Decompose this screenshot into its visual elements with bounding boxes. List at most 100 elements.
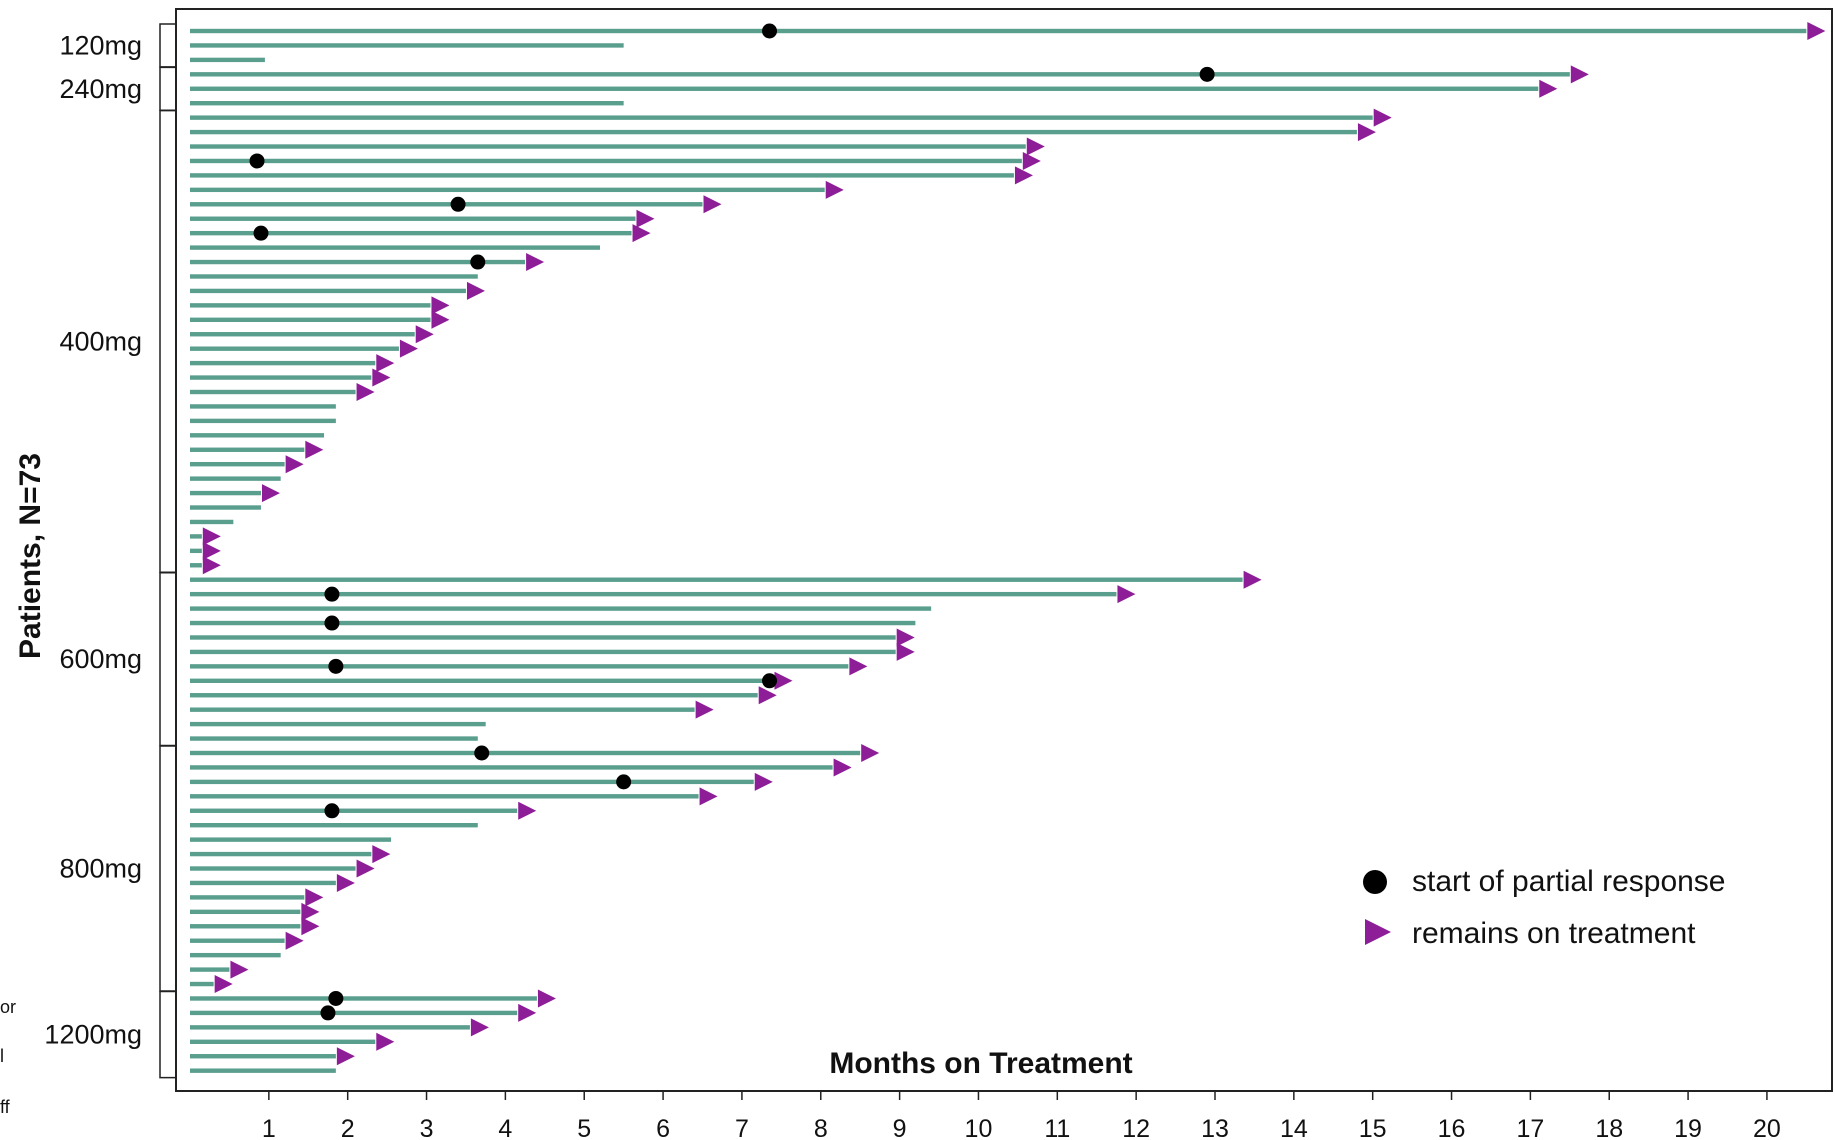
response-dot — [470, 254, 486, 270]
patient-bar — [190, 360, 376, 366]
ongoing-triangle — [202, 556, 221, 575]
patient-bar — [190, 158, 1022, 164]
patient-bar — [190, 433, 325, 438]
patient-bar — [190, 43, 624, 48]
patient-bar — [190, 1054, 336, 1059]
x-tick-label: 17 — [1516, 1115, 1544, 1140]
patient-bar — [190, 202, 703, 207]
patient-bar — [190, 462, 285, 467]
patient-bar — [190, 591, 1117, 597]
ongoing-triangle — [1026, 137, 1045, 156]
group-bracket — [159, 990, 176, 1079]
ongoing-triangle — [1357, 123, 1376, 142]
patient-bar — [190, 866, 356, 871]
dose-group-brackets: 120mg 240mg 400mg 600mg 800mg 1200mg — [44, 23, 176, 1079]
x-tick-label: 3 — [420, 1115, 434, 1140]
patient-bar — [190, 28, 1807, 34]
response-dot — [762, 23, 778, 39]
cropped-text-fragment: l — [0, 1046, 4, 1066]
patient-bar — [190, 259, 526, 265]
response-dot — [253, 225, 269, 241]
group-label: 800mg — [59, 854, 142, 884]
ongoing-triangle — [470, 1018, 489, 1037]
ongoing-triangle — [356, 859, 375, 878]
response-dot — [249, 153, 265, 169]
ongoing-triangle — [431, 296, 450, 315]
ongoing-triangle — [1570, 65, 1589, 84]
patient-bar — [190, 144, 1026, 149]
patient-bar — [190, 678, 774, 683]
ongoing-triangle — [518, 801, 537, 820]
patient-bar — [190, 173, 1014, 178]
patient-bar — [190, 851, 372, 857]
group-label: 600mg — [59, 644, 142, 674]
legend-ongoing-label: remains on treatment — [1412, 917, 1696, 950]
x-tick-label: 14 — [1280, 1115, 1308, 1140]
patient-bar — [190, 519, 234, 525]
ongoing-triangle — [336, 1047, 355, 1066]
patient-bar — [190, 505, 261, 510]
group-bracket — [159, 109, 176, 574]
ongoing-triangle — [202, 527, 221, 546]
ongoing-triangle — [537, 989, 556, 1008]
ongoing-triangle — [1807, 22, 1826, 40]
group-label: 240mg — [59, 74, 142, 104]
patient-bar — [190, 606, 932, 611]
patient-bar — [190, 447, 305, 452]
response-dot — [616, 774, 632, 790]
ongoing-triangle — [896, 642, 915, 661]
patient-bar — [190, 664, 849, 669]
patient-bar — [190, 230, 632, 236]
x-tick-label: 20 — [1753, 1115, 1781, 1140]
ongoing-triangle — [1243, 570, 1262, 589]
patient-bar — [190, 1025, 470, 1030]
patient-bar — [190, 72, 1570, 77]
x-tick-label: 10 — [965, 1115, 993, 1140]
cropped-text-fragment: or — [0, 997, 16, 1017]
ongoing-triangle — [336, 873, 355, 892]
patient-bar — [190, 808, 518, 813]
response-dot — [324, 803, 340, 819]
patient-bar — [190, 216, 636, 221]
response-dot — [474, 745, 490, 761]
ongoing-triangle — [896, 628, 915, 647]
patient-bar — [190, 332, 415, 337]
ongoing-triangle — [230, 960, 249, 979]
patient-bar — [190, 721, 486, 727]
ongoing-triangle — [1014, 166, 1033, 185]
ongoing-triangle — [214, 975, 233, 994]
x-tick-label: 13 — [1201, 1115, 1229, 1140]
patient-bar — [190, 823, 478, 828]
legend-response-marker — [1363, 870, 1387, 894]
x-tick-label: 15 — [1359, 1115, 1387, 1140]
y-axis-title: Patients, N=73 — [14, 453, 47, 659]
group-label: 400mg — [59, 326, 142, 356]
patient-bar — [190, 288, 466, 294]
patient-bar — [190, 404, 336, 409]
patient-bar — [190, 187, 825, 193]
group-bracket — [159, 66, 176, 111]
patient-bar — [190, 1010, 518, 1016]
patient-bar — [190, 563, 202, 568]
patient-bar — [190, 924, 301, 929]
cropped-text-fragment: ff — [0, 1097, 11, 1117]
ongoing-triangle — [301, 902, 320, 921]
patient-bar — [190, 750, 861, 756]
bars-layer — [190, 28, 1807, 1073]
x-axis-title: Months on Treatment — [829, 1047, 1132, 1080]
patient-bar — [190, 967, 230, 972]
ongoing-triangle — [372, 845, 391, 864]
x-tick-label: 5 — [577, 1115, 591, 1140]
patient-bar — [190, 909, 301, 915]
ongoing-triangle — [261, 484, 280, 503]
patient-bar — [190, 938, 285, 943]
patient-bar — [190, 649, 896, 655]
response-dot — [324, 615, 340, 631]
patient-bar — [190, 548, 202, 554]
patient-bar — [190, 101, 624, 106]
x-tick-label: 1 — [262, 1115, 276, 1140]
ongoing-triangle — [758, 686, 777, 705]
x-tick-label: 2 — [341, 1115, 355, 1140]
ongoing-triangle — [305, 888, 324, 907]
